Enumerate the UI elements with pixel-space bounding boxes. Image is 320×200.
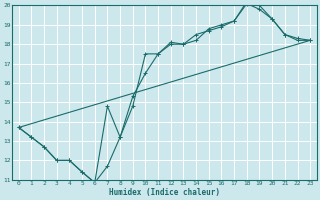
X-axis label: Humidex (Indice chaleur): Humidex (Indice chaleur) <box>109 188 220 197</box>
